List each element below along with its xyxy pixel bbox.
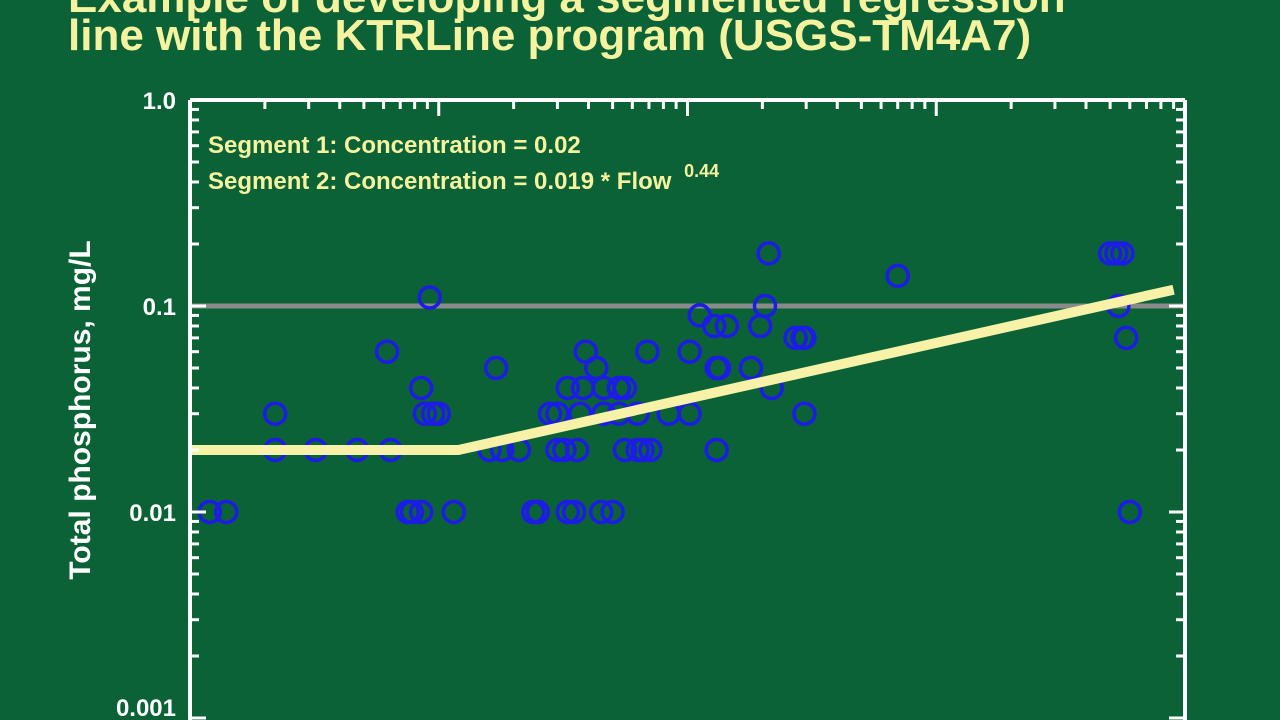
data-point <box>483 355 509 381</box>
data-point <box>570 375 596 401</box>
data-point <box>747 313 773 339</box>
y-tick-label: 1.0 <box>143 88 176 115</box>
data-point <box>584 355 609 381</box>
y-tick-label: 0.01 <box>129 500 176 527</box>
data-point <box>408 499 434 525</box>
data-point <box>561 499 587 525</box>
data-point <box>420 401 446 426</box>
annotation-segment-1: Segment 1: Concentration = 0.02 <box>208 132 581 159</box>
y-tick-label: 0.001 <box>116 695 176 720</box>
data-point <box>564 437 590 463</box>
y-tick-label: 0.1 <box>143 294 176 321</box>
data-point <box>262 401 288 426</box>
data-point <box>441 499 467 525</box>
data-point <box>635 339 660 364</box>
data-point <box>677 339 702 364</box>
data-point <box>555 375 580 401</box>
data-point <box>792 401 817 426</box>
data-point <box>521 499 546 525</box>
data-point <box>555 499 580 525</box>
segmented-regression-line <box>190 284 1175 455</box>
data-point <box>606 375 632 401</box>
data-point <box>783 325 808 351</box>
slide-title-line-2: line with the KTRLine program (USGS-TM4A… <box>68 11 1032 60</box>
data-point <box>412 401 438 426</box>
data-point <box>374 339 400 364</box>
data-point <box>408 375 434 401</box>
data-point <box>214 499 239 525</box>
data-points <box>197 241 1143 525</box>
data-point <box>630 437 655 463</box>
data-point <box>552 437 577 463</box>
y-axis-tick-labels: 1.0 0.1 0.01 0.001 <box>116 88 176 720</box>
slide-title-line-1: Example of developing a segmented regres… <box>68 0 1066 20</box>
data-point <box>1110 241 1135 266</box>
data-point <box>752 293 778 319</box>
data-point <box>600 499 625 525</box>
annotation-segment-2-text: Segment 2: Concentration = 0.019 * Flow <box>208 168 672 195</box>
annotation-segment-2-exponent: 0.44 <box>684 161 719 181</box>
data-point <box>714 313 740 339</box>
data-point <box>701 313 727 339</box>
annotation-segment-2: Segment 2: Concentration = 0.019 * Flow … <box>208 161 719 195</box>
data-point <box>704 355 729 381</box>
data-point <box>537 401 563 426</box>
x-axis-ticks <box>188 100 1176 116</box>
data-point <box>638 437 663 463</box>
data-point <box>792 325 817 351</box>
data-point <box>704 437 729 463</box>
data-point <box>1113 325 1139 351</box>
data-point <box>756 241 781 266</box>
data-point <box>677 401 702 426</box>
y-axis-title: Total phosphorus, mg/L <box>64 240 97 579</box>
data-point <box>885 263 910 289</box>
data-point <box>588 499 614 525</box>
data-point <box>395 499 420 525</box>
data-point <box>417 285 442 310</box>
y-axis-ticks <box>190 98 1185 720</box>
data-point <box>738 355 764 381</box>
data-point <box>1117 499 1143 525</box>
data-point <box>612 437 638 463</box>
